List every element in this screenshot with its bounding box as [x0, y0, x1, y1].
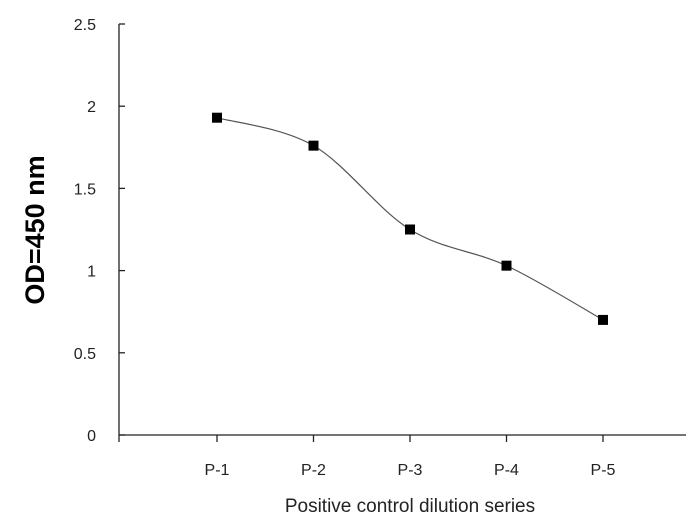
x-tick-label: P-1 — [205, 462, 230, 479]
data-point — [598, 314, 608, 325]
y-axis-title: OD=450 nm — [20, 155, 50, 304]
x-tick-label: P-5 — [591, 462, 616, 479]
y-tick-label: 0.5 — [74, 346, 96, 363]
chart-series — [212, 112, 608, 325]
series-line — [216, 117, 604, 321]
x-ticks: P-1 P-2 P-3 P-4 P-5 — [118, 435, 616, 479]
x-tick-label: P-3 — [398, 462, 423, 479]
y-tick-label: 0 — [87, 428, 96, 445]
y-tick-label: 2 — [87, 99, 96, 116]
x-tick-label: P-4 — [494, 462, 519, 479]
y-tick-label: 1 — [87, 264, 96, 281]
data-point — [308, 140, 319, 151]
data-point — [405, 224, 415, 235]
data-point — [501, 260, 512, 271]
x-axis-title: Positive control dilution series — [285, 496, 535, 517]
x-tick-label: P-2 — [301, 462, 326, 479]
data-point — [212, 112, 222, 123]
y-tick-label: 1.5 — [74, 181, 96, 198]
y-tick-label: 2.5 — [74, 17, 96, 34]
chart-axes — [118, 24, 686, 436]
y-ticks: 0 0.5 1 1.5 2 2.5 — [74, 17, 125, 445]
